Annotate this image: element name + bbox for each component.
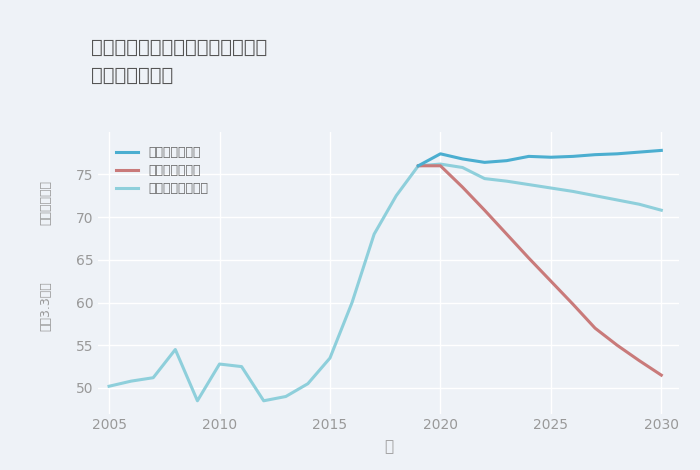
Line: グッドシナリオ: グッドシナリオ <box>419 150 662 166</box>
ノーマルシナリオ <box>547 185 555 191</box>
ノーマルシナリオ <box>171 347 179 352</box>
ノーマルシナリオ <box>436 161 445 167</box>
ノーマルシナリオ <box>392 193 400 198</box>
グッドシナリオ <box>414 163 423 169</box>
ノーマルシナリオ <box>237 364 246 369</box>
グッドシナリオ <box>503 158 511 164</box>
バッドシナリオ <box>524 255 533 261</box>
ノーマルシナリオ <box>613 197 622 203</box>
Line: ノーマルシナリオ: ノーマルシナリオ <box>109 164 662 401</box>
バッドシナリオ <box>613 343 622 348</box>
ノーマルシナリオ <box>480 176 489 181</box>
Line: バッドシナリオ: バッドシナリオ <box>419 166 662 375</box>
バッドシナリオ <box>591 325 599 331</box>
ノーマルシナリオ <box>414 163 423 169</box>
ノーマルシナリオ <box>105 384 113 389</box>
グッドシナリオ <box>591 152 599 157</box>
ノーマルシナリオ <box>216 361 224 367</box>
ノーマルシナリオ <box>635 202 643 207</box>
グッドシナリオ <box>458 156 467 162</box>
ノーマルシナリオ <box>326 355 334 361</box>
Legend: グッドシナリオ, バッドシナリオ, ノーマルシナリオ: グッドシナリオ, バッドシナリオ, ノーマルシナリオ <box>116 146 209 196</box>
ノーマルシナリオ <box>569 188 577 194</box>
バッドシナリオ <box>458 184 467 190</box>
Text: 愛知県名古屋市中村区元中村町の
土地の価格推移: 愛知県名古屋市中村区元中村町の 土地の価格推移 <box>91 38 267 85</box>
ノーマルシナリオ <box>149 375 158 381</box>
グッドシナリオ <box>657 148 666 153</box>
バッドシナリオ <box>657 372 666 378</box>
グッドシナリオ <box>524 154 533 159</box>
ノーマルシナリオ <box>260 398 268 404</box>
ノーマルシナリオ <box>193 398 202 404</box>
グッドシナリオ <box>569 154 577 159</box>
ノーマルシナリオ <box>304 381 312 386</box>
バッドシナリオ <box>480 207 489 213</box>
ノーマルシナリオ <box>348 300 356 306</box>
グッドシナリオ <box>480 159 489 165</box>
グッドシナリオ <box>547 155 555 160</box>
バッドシナリオ <box>635 358 643 363</box>
ノーマルシナリオ <box>591 193 599 198</box>
ノーマルシナリオ <box>524 182 533 188</box>
ノーマルシナリオ <box>657 207 666 213</box>
ノーマルシナリオ <box>370 231 378 237</box>
グッドシナリオ <box>635 149 643 155</box>
グッドシナリオ <box>436 151 445 157</box>
バッドシナリオ <box>503 231 511 237</box>
ノーマルシナリオ <box>281 394 290 399</box>
グッドシナリオ <box>613 151 622 157</box>
X-axis label: 年: 年 <box>384 439 393 454</box>
ノーマルシナリオ <box>127 378 135 384</box>
バッドシナリオ <box>547 278 555 284</box>
Text: 坪（3.3㎡）: 坪（3.3㎡） <box>39 282 52 331</box>
Text: 単価（万円）: 単価（万円） <box>39 180 52 225</box>
バッドシナリオ <box>414 163 423 169</box>
ノーマルシナリオ <box>503 178 511 184</box>
ノーマルシナリオ <box>458 164 467 170</box>
バッドシナリオ <box>569 301 577 307</box>
バッドシナリオ <box>436 163 445 169</box>
